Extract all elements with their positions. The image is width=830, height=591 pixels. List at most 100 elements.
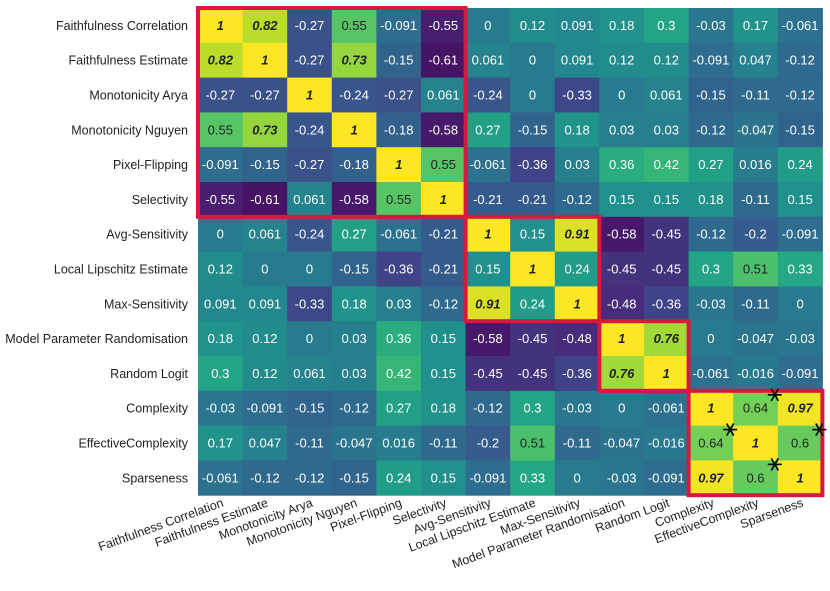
cell-value-label: 0.64 <box>743 401 768 416</box>
cell-value-label: 1 <box>618 331 625 346</box>
heatmap-cell <box>777 251 823 287</box>
heatmap-cell <box>242 356 288 392</box>
heatmap-cell <box>198 321 244 357</box>
heatmap-cell <box>287 77 333 113</box>
asterisk-marker <box>767 388 782 402</box>
cell-value-label: 0.061 <box>249 227 282 242</box>
heatmap-cell <box>421 390 467 427</box>
heatmap-cell <box>198 425 244 461</box>
cell-value-label: -0.12 <box>696 122 726 137</box>
heatmap-cell <box>198 77 244 113</box>
cell-value-label: 0.91 <box>564 227 589 242</box>
cell-value-label: -0.48 <box>562 331 592 346</box>
cell-value-label: -0.12 <box>428 296 458 311</box>
heatmap-cell <box>554 251 600 287</box>
heatmap-cell <box>465 321 511 357</box>
cell-value-label: 1 <box>529 262 536 277</box>
heatmap-cell <box>777 182 823 218</box>
cell-value-label: -0.03 <box>607 470 637 485</box>
heatmap-cell <box>421 216 467 253</box>
heatmap-cell <box>376 286 422 322</box>
cell-value-label: 0 <box>306 331 313 346</box>
heatmap-cell <box>198 8 244 44</box>
cell-value-label: 0.18 <box>341 296 366 311</box>
cell-value-label: 0.15 <box>431 331 456 346</box>
heatmap-cell <box>688 8 734 44</box>
cell-value-label: 0.15 <box>475 262 500 277</box>
heatmap-cell <box>554 112 600 148</box>
heatmap-cell <box>376 460 422 496</box>
cell-value-label: 1 <box>752 436 759 451</box>
heatmap-cell <box>421 77 467 113</box>
heatmap-cell <box>287 182 333 218</box>
cell-value-label: 0.24 <box>787 157 812 172</box>
heatmap-cell <box>510 147 556 183</box>
heatmap-cell <box>733 390 779 427</box>
cell-value-label: -0.091 <box>246 401 283 416</box>
heatmap-cell <box>554 8 600 44</box>
cell-value-label: -0.11 <box>741 192 770 207</box>
cell-value-label: 0.03 <box>564 157 589 172</box>
cell-value-label: -0.15 <box>339 262 369 277</box>
cell-value-label: -0.55 <box>428 18 458 33</box>
heatmap-cell <box>242 321 288 357</box>
cell-value-label: 0.12 <box>520 18 545 33</box>
cell-value-label: 0.36 <box>386 331 411 346</box>
heatmap-cell <box>376 42 422 79</box>
heatmap-cell <box>287 147 333 183</box>
heatmap-cell <box>421 8 467 44</box>
heatmap-cell <box>510 216 556 253</box>
highlight-box <box>686 388 825 498</box>
heatmap-cell <box>733 182 779 218</box>
heatmap-cell <box>287 286 333 322</box>
heatmap-cell <box>644 390 690 427</box>
cell-value-label: 0.016 <box>382 436 415 451</box>
cell-value-label: -0.24 <box>295 227 325 242</box>
cell-value-label: 0.97 <box>787 401 813 416</box>
highlight-box <box>463 214 602 324</box>
heatmap-cell <box>242 460 288 496</box>
cell-value-label: -0.33 <box>562 88 592 103</box>
heatmap-cell <box>331 77 377 113</box>
cell-value-label: 0.091 <box>249 296 282 311</box>
y-tick-label: Complexity <box>126 402 189 416</box>
cell-value-label: -0.15 <box>696 88 726 103</box>
y-tick-label: Faithfulness Correlation <box>56 19 188 33</box>
cell-value-label: -0.21 <box>428 262 458 277</box>
heatmap-cell <box>599 390 645 427</box>
cell-value-label: -0.016 <box>737 366 774 381</box>
y-tick-label: Random Logit <box>110 367 188 381</box>
heatmap-cell <box>777 425 823 461</box>
heatmap-cell <box>599 321 645 357</box>
heatmap-cell <box>554 460 600 496</box>
cell-value-label: 0.12 <box>252 366 277 381</box>
heatmap-cell <box>644 460 690 496</box>
heatmap-cell <box>465 112 511 148</box>
heatmap-cell <box>331 460 377 496</box>
heatmap-cell <box>465 147 511 183</box>
cell-value-label: -0.45 <box>651 227 681 242</box>
heatmap-cell <box>777 321 823 357</box>
heatmap-cell <box>599 286 645 322</box>
heatmap-cell <box>465 251 511 287</box>
cell-value-label: 0 <box>618 88 625 103</box>
heatmap-cell <box>554 425 600 461</box>
cell-value-label: 0.15 <box>431 366 456 381</box>
heatmap-cell <box>465 182 511 218</box>
cell-value-label: 0 <box>306 262 313 277</box>
cell-value-label: -0.18 <box>384 122 414 137</box>
cell-value-label: -0.11 <box>429 436 458 451</box>
cell-value-label: -0.03 <box>785 331 815 346</box>
heatmap-cell <box>688 251 734 287</box>
cell-value-label: 0.03 <box>654 122 679 137</box>
heatmap-cell <box>421 251 467 287</box>
cell-value-label: 0.55 <box>208 122 233 137</box>
heatmap-cell <box>599 425 645 461</box>
heatmap-cell <box>688 182 734 218</box>
cell-value-label: -0.03 <box>562 401 592 416</box>
cell-value-label: -0.15 <box>518 122 548 137</box>
cell-value-label: 0.061 <box>427 88 460 103</box>
heatmap-cell <box>777 390 823 427</box>
cell-value-label: 0.12 <box>654 53 679 68</box>
heatmap-cell <box>777 42 823 79</box>
